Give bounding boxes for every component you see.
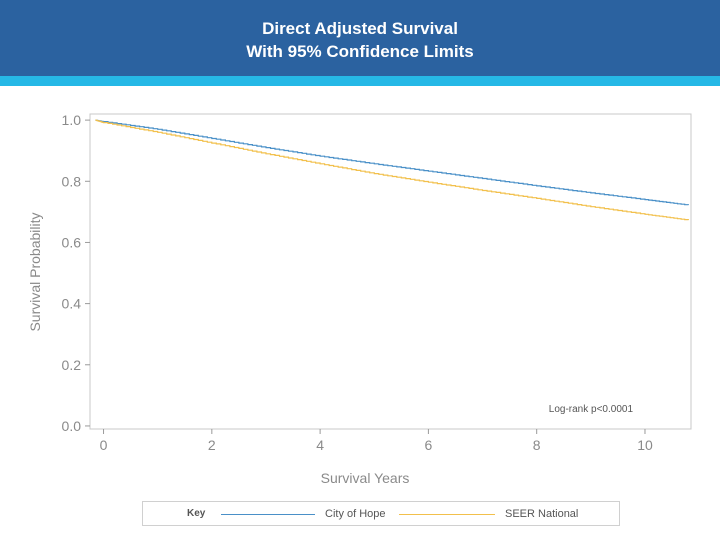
chart-title-line-2: With 95% Confidence Limits	[246, 42, 474, 61]
x-tick-label: 4	[316, 437, 324, 453]
survival-chart: 0 2 4 6 8 10 0.0 0.2 0.4 0.6 0.8 1.0 Survival Year…	[27, 112, 692, 486]
y-tick-label: 1.0	[62, 112, 82, 128]
chart-header: Direct Adjusted Survival With 95% Confid…	[0, 0, 720, 76]
y-axis-label: Survival Probability	[27, 212, 43, 331]
plot-frame	[89, 113, 692, 430]
y-axis: 0.0 0.2 0.4 0.6 0.8 1.0	[62, 112, 90, 434]
log-rank-annotation: Log-rank p<0.0001	[549, 404, 634, 415]
y-tick-label: 0.2	[62, 357, 82, 373]
y-tick-label: 0.8	[62, 173, 82, 189]
legend-label-seer-national: SEER National	[505, 508, 579, 520]
legend-line-seer-national	[399, 514, 495, 515]
series-line-seer-national	[95, 119, 689, 221]
y-tick-label: 0.4	[62, 296, 82, 312]
chart-title-line-1: Direct Adjusted Survival	[262, 19, 458, 38]
legend: Key City of Hope SEER National	[142, 501, 620, 526]
legend-key-label: Key	[187, 508, 206, 519]
x-tick-label: 6	[425, 437, 433, 453]
legend-line-city-of-hope	[221, 514, 315, 515]
series-lines	[95, 119, 689, 221]
header-accent-stripe	[0, 76, 720, 86]
x-axis: 0 2 4 6 8 10	[100, 429, 653, 453]
y-tick-label: 0.6	[62, 234, 82, 250]
x-tick-label: 2	[208, 437, 216, 453]
series-line-city-of-hope	[95, 119, 689, 206]
y-tick-label: 0.0	[62, 418, 82, 434]
legend-label-city-of-hope: City of Hope	[325, 508, 386, 520]
x-tick-label: 8	[533, 437, 541, 453]
x-tick-label: 10	[637, 437, 653, 453]
x-tick-label: 0	[100, 437, 108, 453]
x-axis-label: Survival Years	[321, 470, 410, 486]
